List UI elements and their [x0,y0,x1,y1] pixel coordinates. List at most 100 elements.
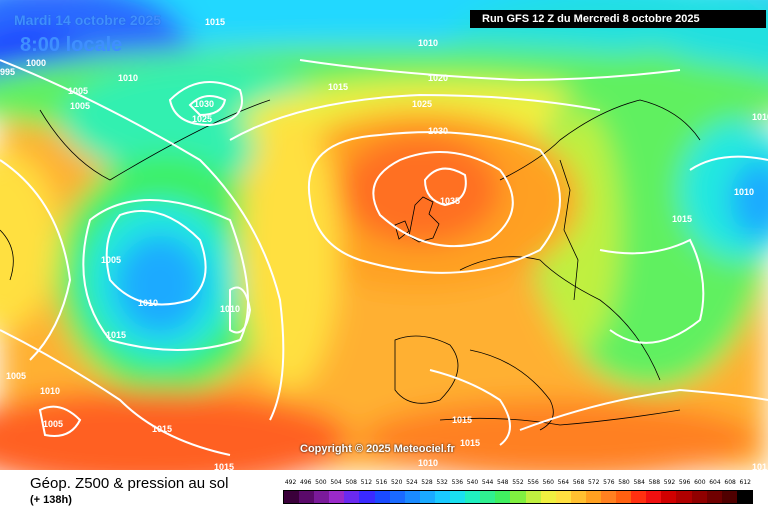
isobar-label: 1015 [205,17,225,27]
scale-label: 556 [527,479,539,486]
scale-swatch [480,491,496,503]
isobar-label: 1005 [68,86,88,96]
scale-swatch [344,491,360,503]
scale-label: 536 [451,479,464,486]
scale-label: 492 [284,479,297,486]
scale-swatch [616,491,632,503]
scale-label: 604 [709,479,721,486]
scale-swatch [585,491,601,503]
weather-map: 995 1000 1005 1005 1010 1015 1010 1030 1… [0,0,768,470]
isobar-label: 1010 [40,386,60,396]
isobar-label: 1025 [412,99,432,109]
scale-swatch [450,491,466,503]
scale-swatch [555,491,571,503]
isobar-label: 1015 [672,214,692,224]
forecast-offset: (+ 138h) [30,494,72,506]
scale-label: 588 [648,479,661,486]
isobar-label: 1015 [328,82,348,92]
color-scale-labels: 492 496 500 504 508 512 516 520 524 528 532 536 540 5… [283,479,753,489]
scale-swatch [570,491,586,503]
scale-swatch [419,491,435,503]
isobar-label: 1035 [440,196,460,206]
scale-label: 504 [330,479,342,486]
isobar-label: 1005 [101,255,121,265]
scale-label: 592 [663,479,676,486]
isobar-label: 1030 [428,126,448,136]
scale-label: 524 [406,479,418,486]
scale-swatch [721,491,737,503]
color-scale-bar [283,490,753,504]
coastlines [0,99,701,431]
forecast-time: 8:00 locale [20,34,123,56]
isobar-label: 995 [0,67,15,77]
isobar-label: 1015 [460,438,480,448]
isobar-label: 1005 [43,419,63,429]
isobars [0,59,768,456]
scale-swatch [736,491,752,503]
scale-label: 548 [497,479,509,486]
isobar-label: 1005 [70,101,90,111]
scale-label: 540 [466,479,479,486]
scale-label: 532 [436,479,448,486]
scale-label: 552 [512,479,524,486]
scale-label: 564 [557,479,570,486]
scale-swatch [434,491,451,503]
isobar-label: 1010 [118,73,138,83]
scale-swatch [359,491,375,503]
isobar-label: 1005 [6,371,26,381]
scale-label: 560 [542,479,554,486]
scale-label: 500 [315,479,327,486]
scale-swatch [631,491,647,503]
scale-label: 576 [603,479,615,486]
scale-label: 596 [678,479,691,486]
scale-label: 608 [724,479,736,486]
scale-swatch [510,491,526,503]
scale-swatch [676,491,692,503]
isobar-label: 1010 [752,112,768,122]
scale-label: 516 [375,479,388,486]
scale-label: 612 [739,479,751,486]
isobar-label: 1010 [418,458,438,468]
isobar-label: 1025 [192,114,212,124]
isobar-label: 1010 [220,304,240,314]
isobar-label: 1015 [452,415,472,425]
scale-label: 600 [694,479,706,486]
scale-label: 544 [481,479,494,486]
scale-label: 496 [300,479,312,486]
scale-swatch [661,491,677,503]
scale-swatch [540,491,556,503]
isobar-labels: 995 1000 1005 1005 1010 1015 1010 1030 1… [0,17,768,470]
scale-swatch [600,491,617,503]
scale-label: 568 [572,479,585,486]
scale-swatch [374,491,390,503]
isobar-label: 1010 [138,298,158,308]
map-title: Géop. Z500 & pression au sol [30,475,229,492]
scale-swatch [299,491,315,503]
scale-swatch [389,491,405,503]
scale-swatch [404,491,420,503]
scale-label: 520 [390,479,403,486]
forecast-date: Mardi 14 octobre 2025 [14,12,162,28]
scale-label: 584 [633,479,645,486]
isobar-label: 1015 [106,330,126,340]
scale-swatch [691,491,707,503]
scale-swatch [495,491,511,503]
scale-swatch [525,491,541,503]
scale-swatch [284,491,300,503]
isobar-label: 1030 [194,99,214,109]
scale-label: 528 [421,479,433,486]
isobar-label: 1010 [418,38,438,48]
model-run-banner: Run GFS 12 Z du Mercredi 8 octobre 2025 [470,10,766,28]
scale-label: 512 [360,479,373,486]
isobar-label: 1015 [152,424,172,434]
copyright-notice: Copyright © 2025 Meteociel.fr [300,443,455,455]
isobar-label: 1010 [734,187,754,197]
scale-swatch [314,491,330,503]
isobar-label: 1020 [428,73,448,83]
scale-swatch [465,491,481,503]
scale-swatch [706,491,722,503]
isobar-label: 101 [752,462,767,470]
scale-label: 572 [587,479,600,486]
isobar-label: 1000 [26,58,46,68]
isobar-label: 1015 [214,462,234,470]
